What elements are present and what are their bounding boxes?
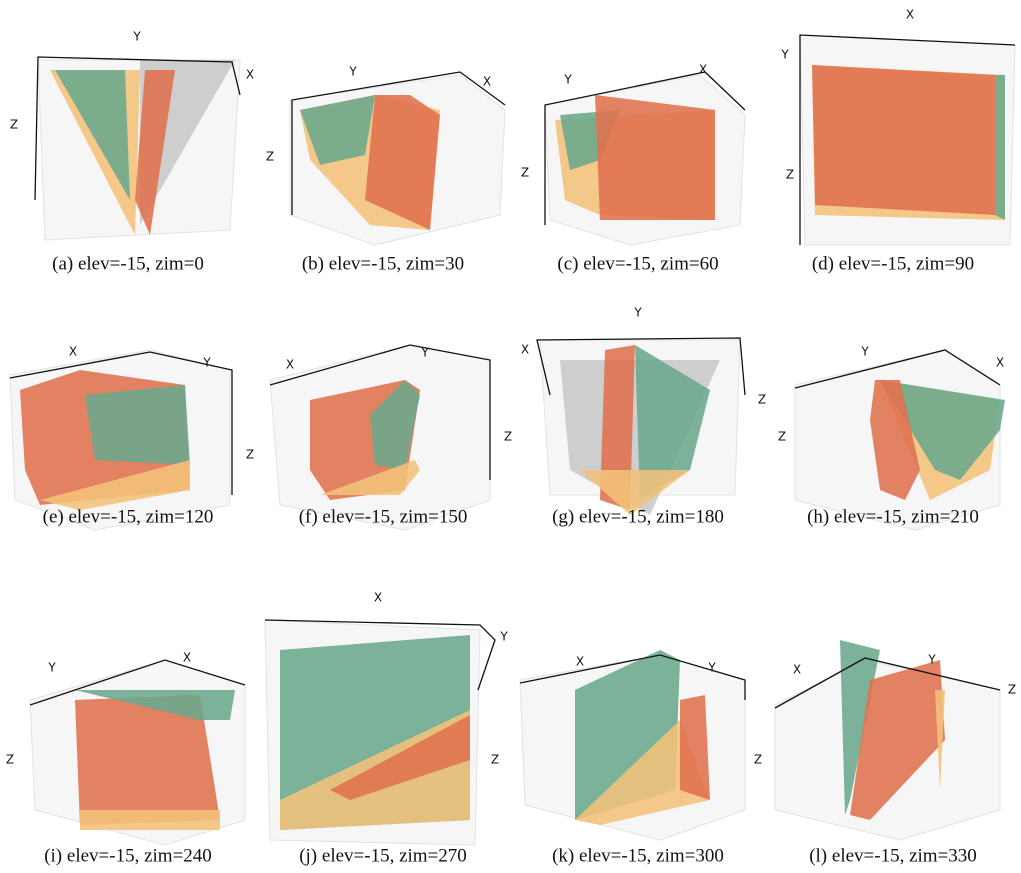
axis-label: X (374, 591, 382, 605)
axis-label: Y (132, 30, 141, 44)
figure: X Y Z (a) elev=-15, zim=0 X Y Z (b) elev=-15, z… (0, 0, 1021, 873)
panel-caption: (l) elev=-15, zim=330 (809, 845, 977, 866)
panel-caption: (f) elev=-15, zim=150 (299, 506, 468, 527)
axis-label: Z (10, 118, 18, 132)
axis-label: X (69, 345, 77, 359)
panel-caption: (j) elev=-15, zim=270 (299, 845, 467, 866)
axis-label: Z (6, 753, 14, 767)
axis-label: Y (860, 345, 869, 359)
axis-label: Y (927, 653, 936, 667)
voxel-surface (595, 95, 715, 220)
axis-label: Y (202, 356, 211, 370)
panel-caption: (e) elev=-15, zim=120 (43, 506, 214, 527)
axis-label: X (246, 68, 254, 82)
axis-label: X (576, 655, 584, 669)
axis-label: Z (491, 753, 499, 767)
axis-label: X (699, 63, 707, 77)
axis-label: Z (786, 168, 794, 182)
axis-label: Z (778, 430, 786, 444)
axis-label: Y (499, 630, 508, 644)
axis-label: Z (504, 430, 512, 444)
axis-label: X (793, 663, 801, 677)
voxel-surface (812, 65, 995, 215)
panel-caption: (g) elev=-15, zim=180 (552, 506, 724, 527)
axis-label: Z (754, 753, 762, 767)
axis-label: X (996, 356, 1004, 370)
axis-label: Y (348, 65, 357, 79)
panel-caption: (d) elev=-15, zim=90 (812, 253, 974, 274)
axis-label: X (183, 651, 191, 665)
panel-caption: (b) elev=-15, zim=30 (302, 253, 464, 274)
axis-label: X (521, 343, 529, 357)
axis-label: Y (420, 346, 429, 360)
axis-label: X (286, 358, 294, 372)
axis-label: Z (1008, 683, 1016, 697)
voxel-surface (680, 695, 710, 800)
panel-caption: (a) elev=-15, zim=0 (52, 253, 204, 274)
axis-label: X (483, 75, 491, 89)
voxel-surface (995, 75, 1005, 220)
panel-caption: (k) elev=-15, zim=300 (552, 845, 724, 866)
voxel-surface (85, 385, 190, 465)
panel-caption: (h) elev=-15, zim=210 (807, 506, 979, 527)
axis-label: Y (780, 48, 789, 62)
axis-label: Y (563, 73, 572, 87)
axis-label: Y (707, 661, 716, 675)
axis-label: X (906, 8, 914, 22)
axis-label: Y (47, 661, 56, 675)
axis-label: Z (521, 166, 529, 180)
axis-label: Y (633, 306, 642, 320)
panel-caption: (i) elev=-15, zim=240 (44, 845, 212, 866)
axis-label: Z (246, 448, 254, 462)
voxel-surface (80, 810, 220, 830)
panel-caption: (c) elev=-15, zim=60 (557, 253, 718, 274)
axis-label: Z (266, 150, 274, 164)
axis-label: Z (758, 393, 766, 407)
